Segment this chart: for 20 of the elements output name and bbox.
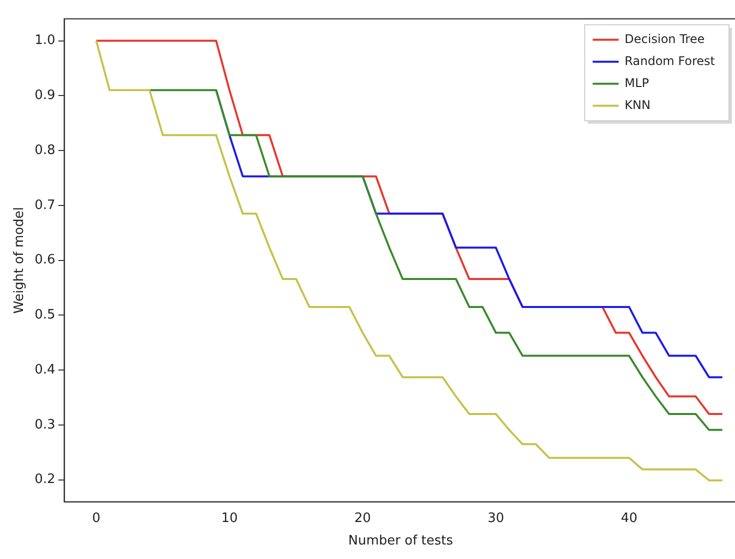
x-tick-label: 40	[620, 510, 638, 526]
y-tick-label: 0.9	[34, 88, 56, 104]
x-tick-label: 20	[354, 510, 371, 526]
y-axis-title: Weight of model	[12, 207, 28, 314]
legend-label: Random Forest	[624, 54, 716, 68]
y-tick-label: 0.2	[34, 472, 56, 488]
y-tick-label: 1.0	[34, 33, 56, 48]
y-tick-label: 0.5	[34, 308, 56, 323]
y-tick-label: 0.7	[34, 198, 56, 213]
y-tick-label: 0.4	[34, 362, 56, 378]
legend-label: Decision Tree	[624, 32, 705, 46]
y-tick-label: 0.8	[34, 142, 56, 158]
legend-label: KNN	[624, 98, 651, 112]
x-tick-label: 10	[221, 510, 238, 526]
x-axis-title: Number of tests	[348, 534, 454, 549]
y-tick-label: 0.6	[34, 252, 56, 268]
legend-label: MLP	[624, 76, 649, 90]
x-tick-label: 30	[488, 510, 504, 526]
y-tick-label: 0.3	[34, 417, 56, 432]
x-tick-label: 0	[92, 510, 100, 526]
